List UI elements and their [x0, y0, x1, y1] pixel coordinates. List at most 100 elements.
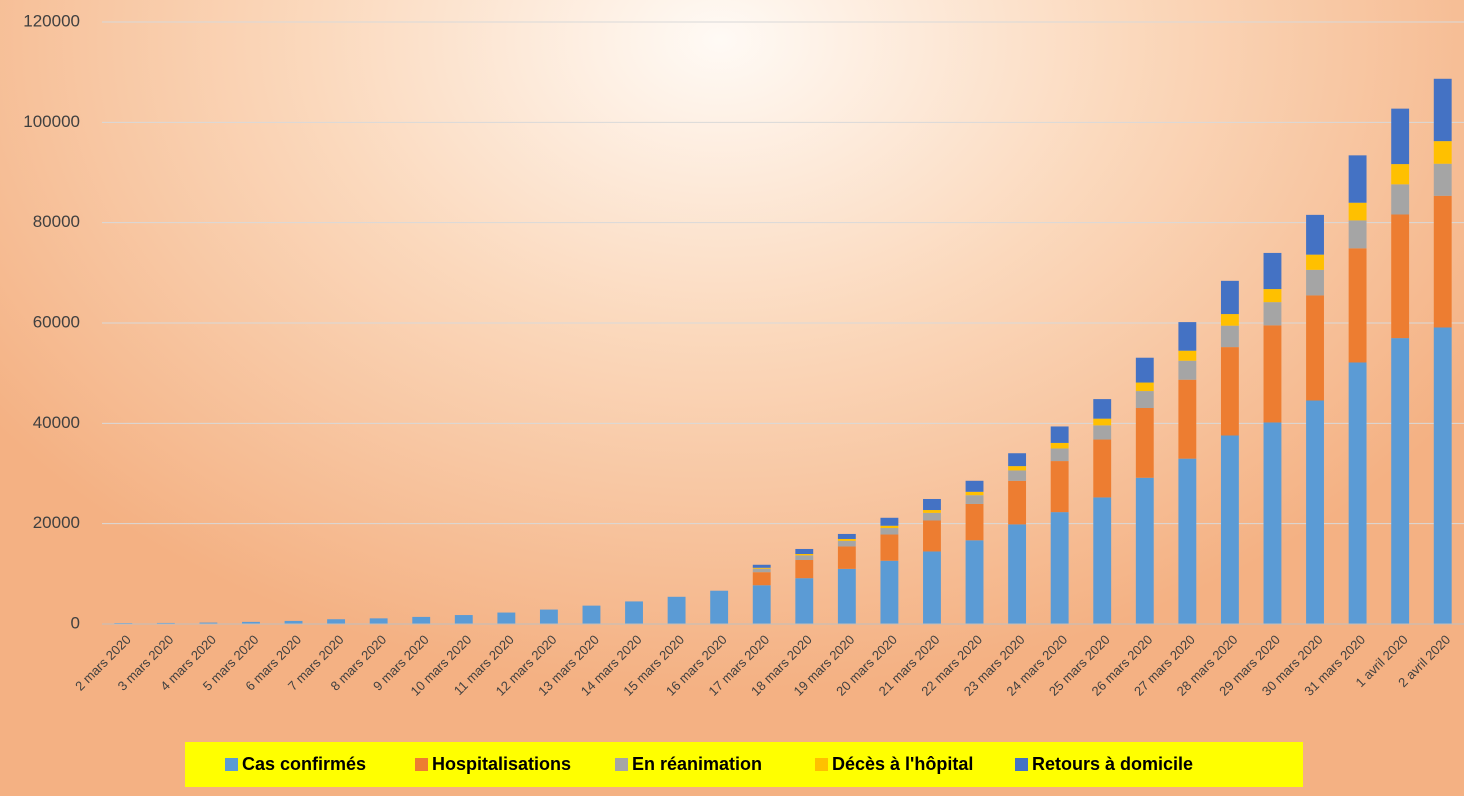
bar-segment — [1050, 448, 1069, 462]
bar-segment — [667, 596, 686, 624]
bar-segment — [1008, 470, 1027, 481]
bar-segment — [1348, 202, 1367, 221]
bar-segment — [1433, 327, 1452, 624]
bar-segment — [1093, 418, 1112, 426]
y-tick-label: 120000 — [23, 11, 80, 30]
bar-segment — [923, 498, 941, 511]
bar-segment — [1263, 302, 1282, 326]
bar-segment — [965, 540, 984, 624]
bar-segment — [1135, 391, 1154, 408]
bar-segment — [1178, 360, 1197, 380]
bar-segment — [1263, 325, 1282, 423]
bar-segment — [752, 585, 771, 624]
bar-segment — [1433, 195, 1452, 328]
bar-segment — [965, 480, 984, 492]
bar-segment — [965, 503, 984, 541]
bar-segment — [1306, 269, 1324, 296]
y-tick-label: 20000 — [33, 513, 80, 532]
bar-segment — [625, 601, 643, 624]
bar-segment — [156, 622, 175, 624]
bar-segment — [965, 495, 984, 504]
bar-segment — [837, 533, 856, 539]
bar-segment — [582, 605, 601, 624]
bar-segment — [837, 540, 856, 547]
legend-label: Hospitalisations — [432, 754, 571, 774]
bar-segment — [1093, 425, 1112, 440]
bar-segment — [1391, 184, 1410, 215]
bar-segment — [1306, 214, 1324, 255]
bar-segment — [1093, 399, 1112, 419]
bar-segment — [369, 618, 388, 624]
bar-segment — [1093, 497, 1112, 624]
bar-segment — [1306, 295, 1324, 401]
legend-swatch — [415, 758, 428, 771]
bar-segment — [1135, 477, 1154, 624]
bar-segment — [1433, 141, 1452, 164]
bar-segment — [923, 520, 941, 552]
bar-segment — [412, 616, 431, 624]
bar-segment — [795, 578, 814, 624]
bar-segment — [1220, 347, 1239, 436]
bar-segment — [1050, 512, 1069, 624]
bar-segment — [1306, 254, 1324, 270]
bar-segment — [1348, 362, 1367, 624]
bar-segment — [1178, 379, 1197, 459]
bar-segment — [1433, 163, 1452, 196]
bar-segment — [1306, 400, 1324, 624]
legend-label: Retours à domicile — [1032, 754, 1193, 774]
bar-segment — [1348, 220, 1367, 249]
bar-segment — [199, 622, 218, 624]
bar-segment — [1263, 252, 1282, 290]
bar-segment — [539, 609, 558, 624]
bar-segment — [880, 534, 899, 561]
bar-segment — [752, 572, 771, 586]
bar-segment — [795, 555, 814, 560]
bar-segment — [1178, 458, 1197, 624]
bar-segment — [1050, 461, 1069, 513]
bar-segment — [1433, 78, 1452, 142]
bar-segment — [965, 491, 984, 496]
bar-segment — [1093, 439, 1112, 498]
bar-segment — [752, 568, 771, 573]
bar-segment — [1220, 280, 1239, 315]
bar-segment — [880, 528, 899, 535]
legend-swatch — [225, 758, 238, 771]
bar-segment — [795, 559, 814, 579]
legend-label: Décès à l'hôpital — [832, 754, 973, 774]
bar-segment — [1178, 350, 1197, 361]
bar-segment — [284, 620, 303, 624]
bar-segment — [880, 560, 899, 624]
bar-segment — [837, 538, 856, 541]
bar-segment — [1391, 164, 1410, 185]
bar-segment — [1135, 357, 1154, 383]
bar-segment — [1008, 480, 1027, 525]
bar-segment — [752, 564, 771, 568]
y-tick-label: 100000 — [23, 112, 80, 131]
y-tick-label: 40000 — [33, 413, 80, 432]
bar-segment — [1135, 407, 1154, 478]
legend-swatch — [615, 758, 628, 771]
bar-segment — [1391, 108, 1410, 165]
bar-segment — [837, 568, 856, 624]
legend-swatch — [815, 758, 828, 771]
bar-segment — [454, 615, 473, 624]
bar-segment — [1008, 466, 1027, 471]
bar-segment — [1220, 325, 1239, 348]
bar-segment — [1348, 155, 1367, 203]
y-tick-label: 60000 — [33, 312, 80, 331]
bar-segment — [327, 619, 346, 624]
bar-segment — [1008, 453, 1027, 467]
bar-segment — [1220, 435, 1239, 624]
bar-segment — [837, 546, 856, 569]
legend-box — [185, 742, 1303, 787]
bar-segment — [1135, 382, 1154, 392]
bar-segment — [1220, 314, 1239, 326]
bar-segment — [710, 590, 729, 624]
bar-segment — [1008, 524, 1027, 624]
y-tick-label: 0 — [71, 613, 80, 632]
bar-segment — [1263, 422, 1282, 624]
bar-segment — [1263, 289, 1282, 303]
bar-segment — [242, 621, 260, 624]
bar-segment — [1391, 338, 1410, 624]
